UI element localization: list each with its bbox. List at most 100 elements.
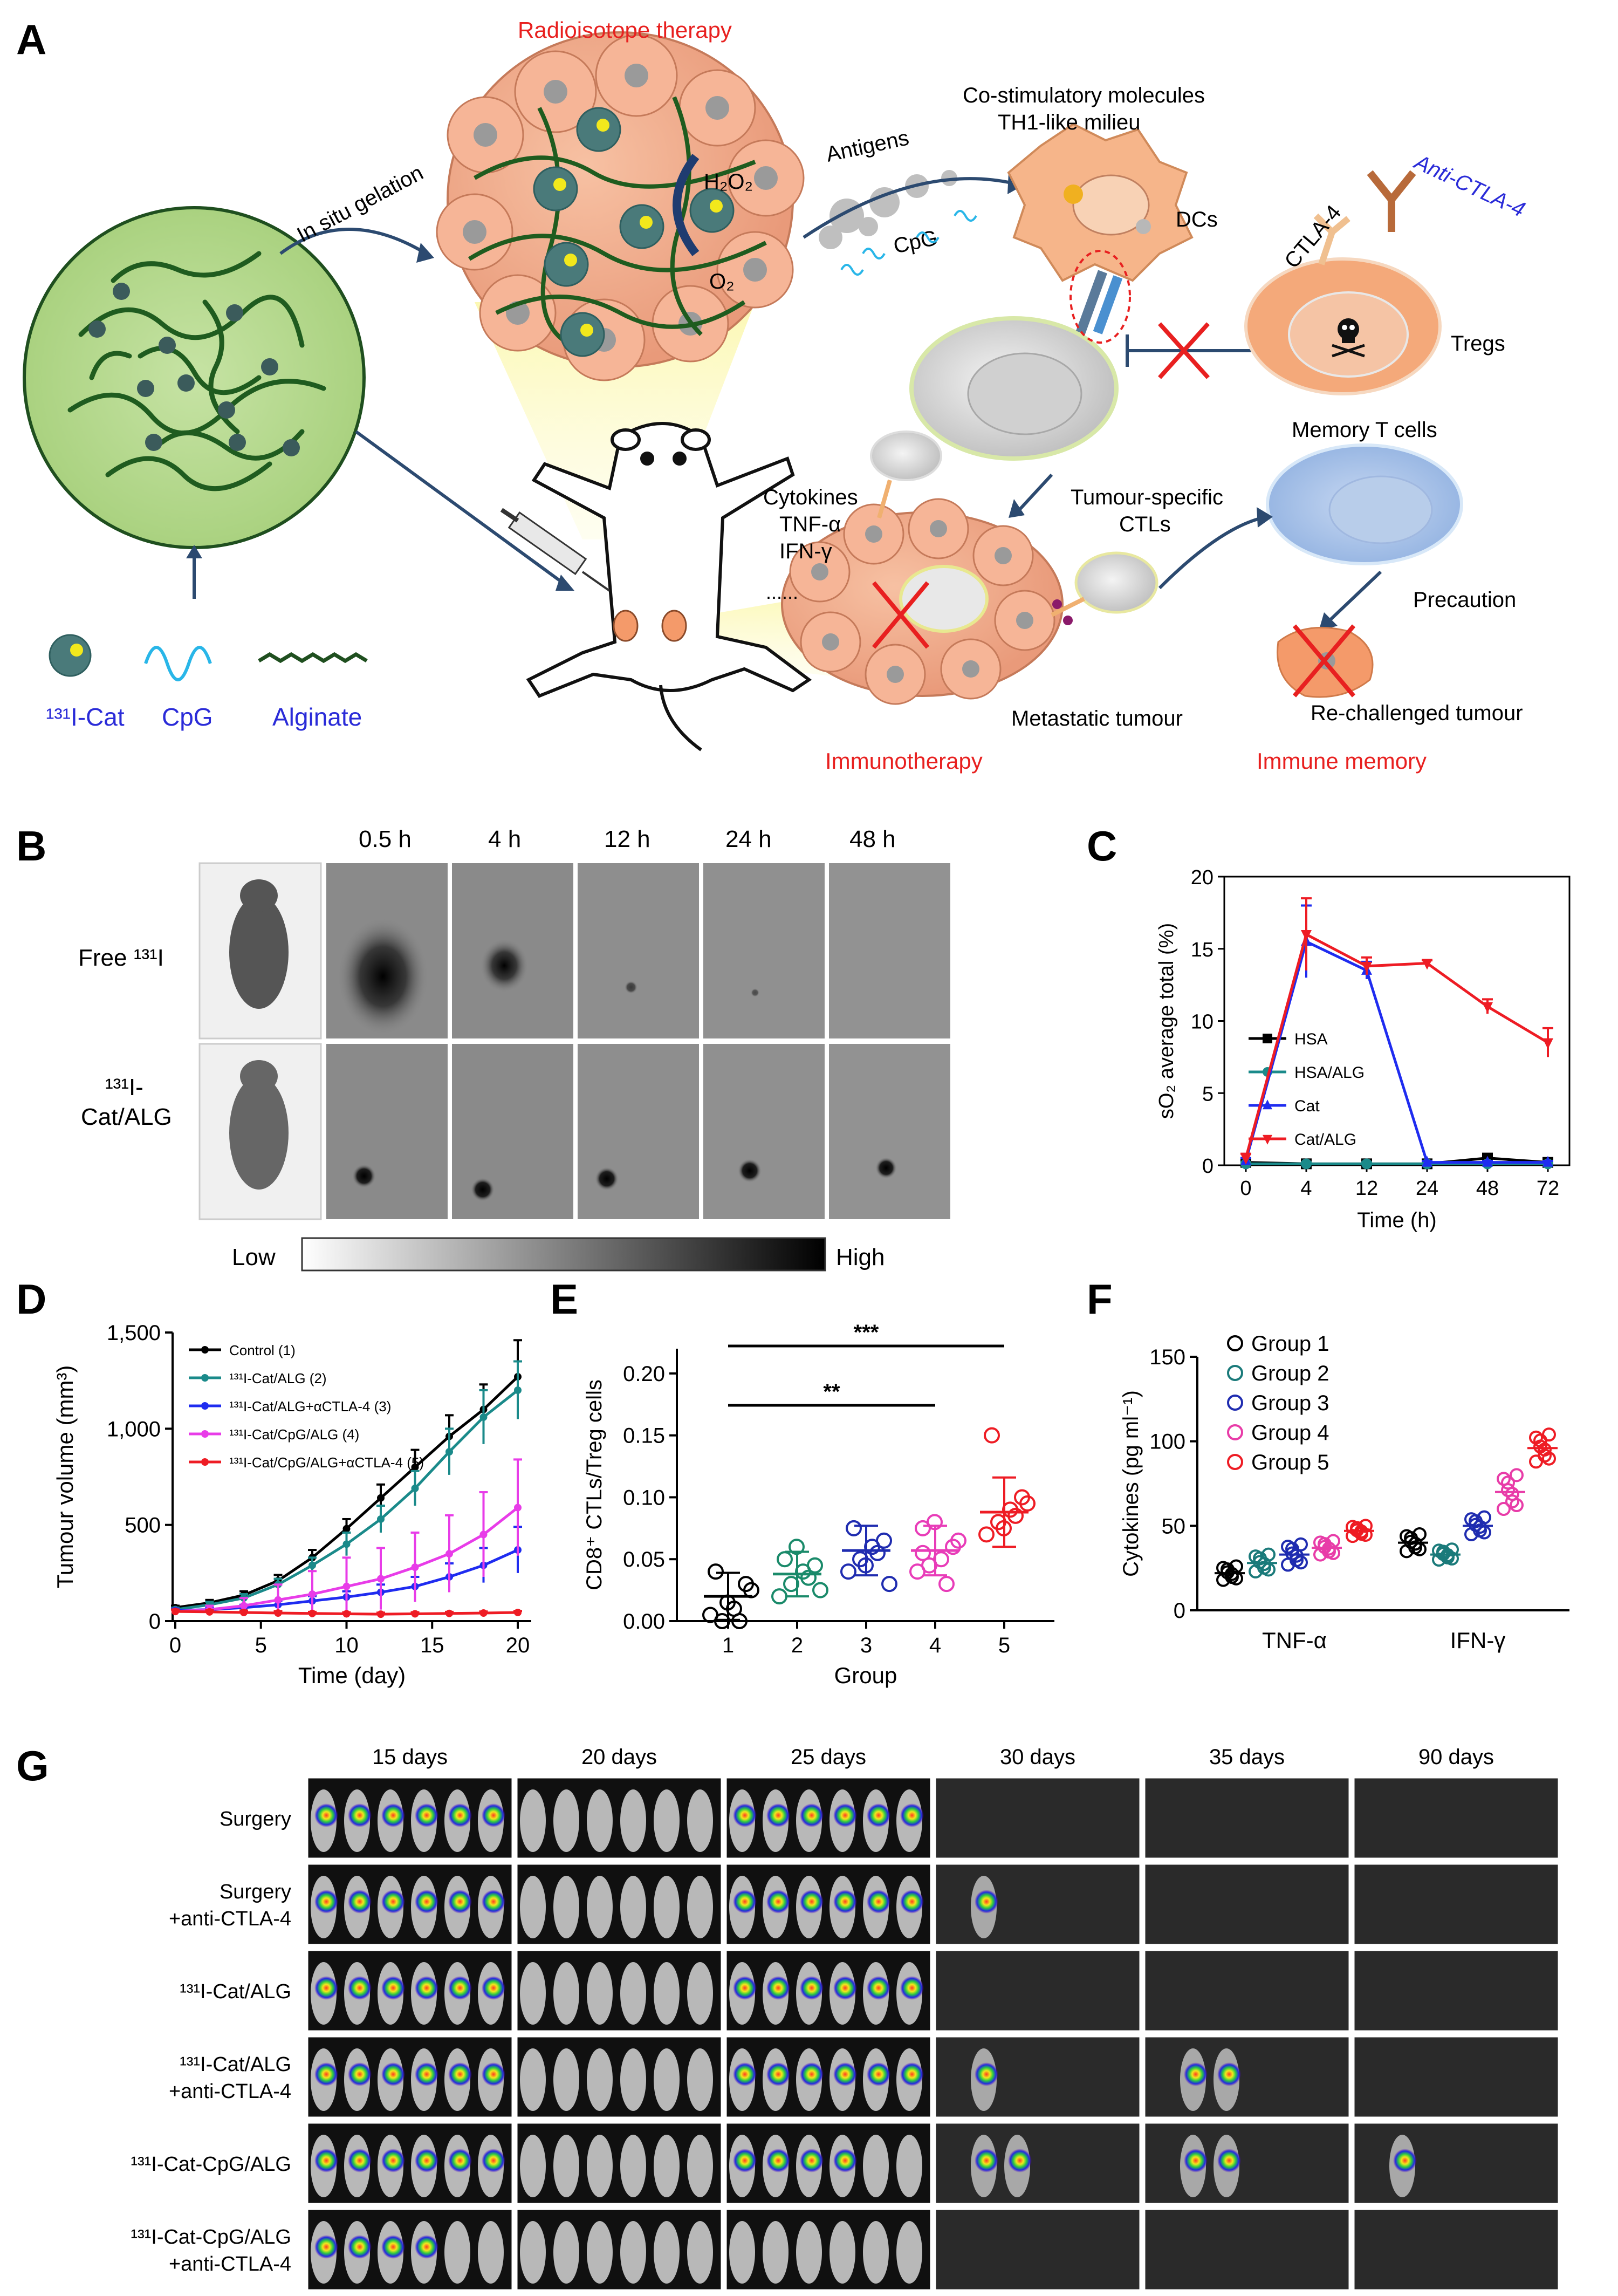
panel-e-chart: 0.00 0.05 0.10 0.15 0.20 1 2 3 4 5 Group CD8⁺ CTLs/… (582, 1321, 1054, 1688)
ctl-cell-right (1051, 551, 1158, 625)
panel-f-point-4-1-6 (1538, 1448, 1552, 1463)
mouse-5-1-1 (553, 2221, 579, 2284)
row-label-3-0: ¹³¹I-Cat/ALG (180, 2053, 291, 2076)
panel-d-legend-label-4: ¹³¹I-Cat/CpG/ALG+αCTLA-4 (5) (229, 1454, 424, 1471)
panel-e-sig-label-1-5: *** (854, 1321, 879, 1344)
tumour-signal-2-0-1 (348, 1976, 372, 2000)
panel-d-point-4-3 (274, 1609, 282, 1617)
tumour-signal-5-0-0 (314, 2235, 338, 2259)
mouse-0-1-3 (620, 1789, 646, 1852)
tile-3-4 (1143, 2035, 1350, 2119)
day-label-2: 25 days (791, 1745, 866, 1769)
panel-d-point-4-7 (411, 1610, 419, 1618)
mouse-3-1-1 (553, 2048, 579, 2111)
panel-c-point-3-2 (1361, 961, 1372, 973)
panel-d-xtick-label-0: 0 (169, 1634, 181, 1657)
tumour-signal-2-0-4 (448, 1976, 472, 2000)
panel-d-legend-marker-3 (201, 1430, 209, 1438)
panel-c-xlabel: Time (h) (1357, 1208, 1436, 1232)
panel-d-chart: 0 500 1,000 1,500 0 5 10 15 20 Time (day) Tumour v… (52, 1321, 531, 1688)
tumour-signal-0-2-5 (900, 1803, 924, 1827)
tumour-signal-1-0-5 (482, 1890, 505, 1914)
mouse-4-1-2 (587, 2135, 613, 2197)
tumour-signal-4-4-0 (1184, 2149, 1208, 2172)
tumour-signal-1-2-3 (833, 1890, 857, 1914)
panel-label-d: D (16, 1275, 46, 1323)
panel-c-xtick-label-3: 24 (1416, 1177, 1438, 1200)
tumour-signal-3-2-1 (766, 2062, 790, 2086)
row-label-4-0: ¹³¹I-Cat-CpG/ALG (131, 2153, 291, 2176)
panel-d-point-3-10 (514, 1504, 522, 1512)
tumour-signal-2-0-0 (314, 1976, 338, 2000)
panel-d-xlabel: Time (day) (298, 1663, 406, 1688)
mouse-0-1-4 (654, 1789, 680, 1852)
panel-d-point-4-10 (514, 1608, 522, 1616)
panel-f-ytick-label-0: 0 (1174, 1599, 1185, 1623)
metastatic-tumour (781, 498, 1064, 705)
legend-cpg-label: CpG (162, 703, 213, 731)
in-situ-gelation-label: In situ gelation (293, 161, 427, 247)
tumour-signal-2-2-3 (833, 1976, 857, 2000)
mouse-1-1-3 (620, 1876, 646, 1938)
panel-d-point-1-10 (514, 1386, 522, 1394)
panel-e-point-2-6 (869, 1545, 886, 1561)
panel-e-xtick-label-3: 4 (929, 1634, 941, 1657)
mouse-outline (526, 422, 812, 751)
row-label-1-0: Surgery (220, 1881, 291, 1903)
panel-c-point-3-3 (1422, 959, 1432, 970)
panel-e-ytick-label-2: 0.10 (623, 1486, 665, 1509)
panel-f-point-0-1-6 (1408, 1540, 1422, 1555)
tumour-signal-4-2-3 (833, 2149, 857, 2172)
tumour-signal-4-2-1 (766, 2149, 790, 2172)
panel-d-point-1-9 (479, 1413, 488, 1421)
tile-4-3 (934, 2122, 1141, 2205)
tumour-signal-2-2-0 (733, 1976, 757, 2000)
mouse-4-2-4 (863, 2135, 889, 2197)
day-label-0: 15 days (372, 1745, 448, 1769)
panel-d-legend-label-0: Control (1) (229, 1342, 296, 1358)
panel-d-point-1-5 (342, 1540, 351, 1548)
panel-a-legend: ¹³¹I-Cat CpG Alginate (46, 634, 368, 731)
costim-line1: Co-stimulatory molecules (963, 84, 1205, 107)
panel-label-g: G (16, 1742, 49, 1789)
mouse-0-1-1 (553, 1789, 579, 1852)
tumour-signal-3-2-0 (733, 2062, 757, 2086)
mouse-1-1-0 (520, 1876, 546, 1938)
panel-f-legend-marker-2 (1227, 1395, 1243, 1411)
panel-c-line-2 (1244, 939, 1548, 1164)
tile-2-5 (1353, 1949, 1560, 2032)
mouse-5-2-0 (729, 2221, 755, 2284)
tumour-signal-1-0-4 (448, 1890, 472, 1914)
panel-d-point-4-1 (205, 1608, 214, 1616)
panel-f-point-0-1-7 (1413, 1527, 1427, 1541)
time-label-1: 4 h (488, 826, 521, 852)
immune-memory-label: Immune memory (1257, 748, 1427, 774)
mouse-4-1-4 (654, 2135, 680, 2197)
tumour-signal-0-0-3 (415, 1803, 438, 1827)
panel-c-point-1-2 (1361, 1158, 1372, 1170)
panel-e-xtick-label-0: 1 (722, 1634, 734, 1657)
tumour-signal-3-2-4 (867, 2062, 890, 2086)
metastatic-tumour-label: Metastatic tumour (1011, 707, 1183, 730)
panel-d-point-4-8 (445, 1609, 453, 1617)
panel-d-point-3-5 (342, 1582, 351, 1590)
mouse-2-1-5 (687, 1962, 713, 2025)
tile-5-5 (1353, 2208, 1560, 2291)
mouse-1-1-5 (687, 1876, 713, 1938)
tumour-signal-3-0-5 (482, 2062, 505, 2086)
mouse-5-1-4 (654, 2221, 680, 2284)
tumour-signal-0-2-2 (800, 1803, 824, 1827)
tumour-signal-4-3-1 (1008, 2149, 1032, 2172)
tile-0-3 (934, 1776, 1141, 1860)
tumour-signal-4-0-0 (314, 2149, 338, 2172)
mouse-3-1-3 (620, 2048, 646, 2111)
panel-e-ytick-label-4: 0.20 (623, 1362, 665, 1386)
dcs-label: DCs (1176, 208, 1218, 231)
panel-e-point-1-0 (771, 1588, 787, 1605)
ctla4-receptor-icon (1313, 213, 1350, 265)
panel-f-point-1-0-7 (1262, 1547, 1276, 1562)
panel-e-point-1-3 (807, 1557, 823, 1574)
o2-label: O₂ (709, 270, 735, 293)
panel-c-ytick-label-0: 0 (1202, 1155, 1214, 1178)
panel-d-ytick-label-0: 0 (149, 1610, 161, 1634)
